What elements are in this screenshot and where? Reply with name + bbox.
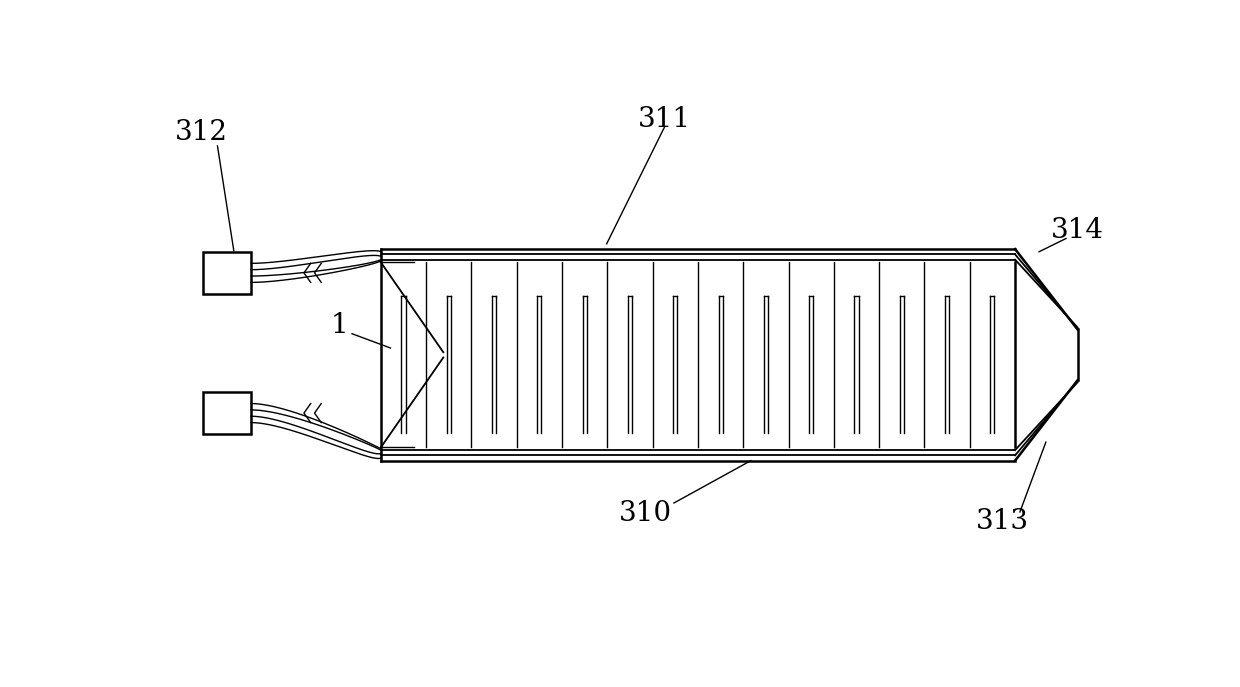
Bar	[203, 392, 250, 434]
Text: 310: 310	[619, 500, 672, 527]
Text: 314: 314	[1052, 217, 1104, 244]
Text: 312: 312	[175, 119, 228, 146]
Text: 311: 311	[637, 106, 691, 133]
Text: 1: 1	[331, 313, 348, 339]
Text: 313: 313	[976, 508, 1029, 535]
Bar	[203, 251, 250, 294]
